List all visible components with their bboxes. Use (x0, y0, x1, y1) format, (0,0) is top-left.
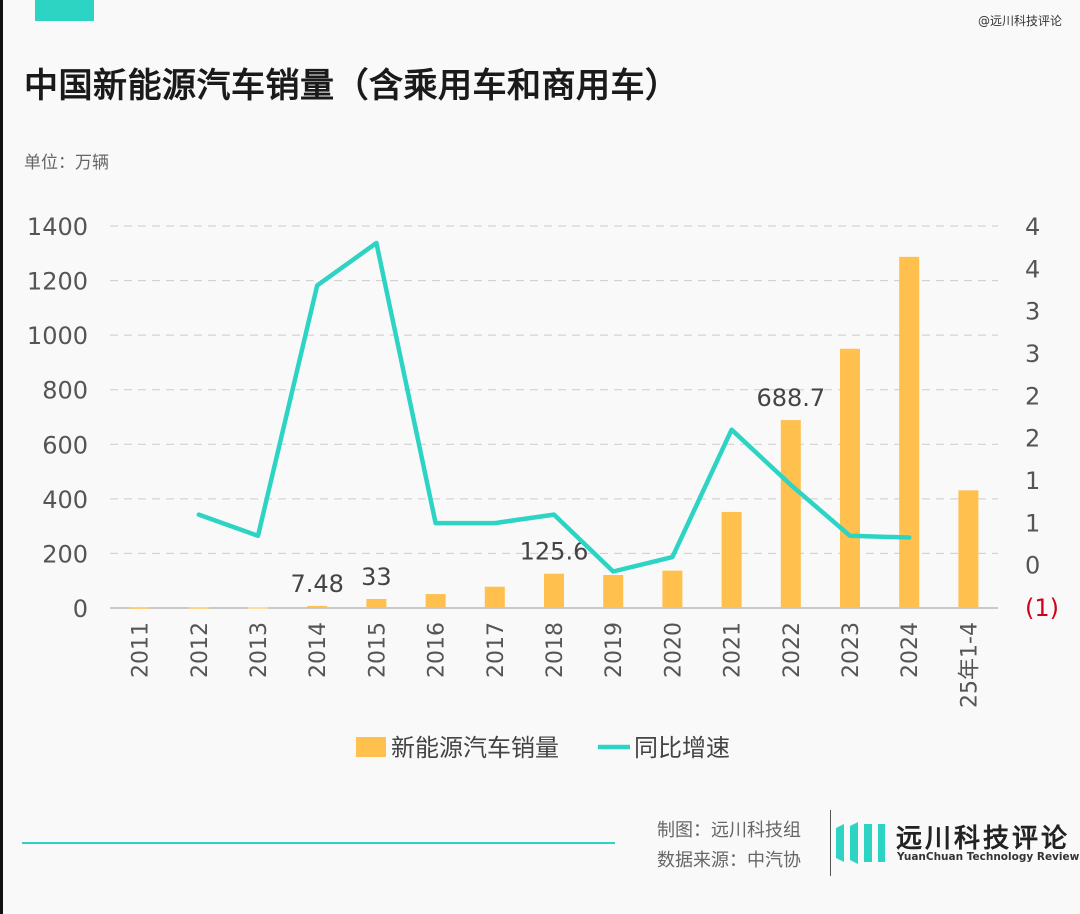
x-tick-label: 2019 (602, 622, 627, 678)
x-tick-label: 2012 (188, 622, 213, 678)
sales-bar (780, 420, 801, 608)
sales-bar (840, 348, 860, 608)
y-left-tick-label: 0 (73, 595, 88, 623)
x-tick-label: 2020 (661, 622, 686, 678)
x-tick-label: 2023 (839, 622, 864, 678)
sales-bar (603, 574, 624, 608)
x-tick-label: 25年1-4 (957, 622, 982, 708)
bar-data-label: 688.7 (756, 384, 825, 412)
y-right-tick-label: (1) (1025, 594, 1059, 622)
y-right-tick-label: 1 (1025, 467, 1040, 495)
footer-line (22, 842, 615, 844)
legend-line-label: 同比增速 (634, 734, 730, 762)
sales-bar (307, 605, 328, 608)
unit-label: 单位：万辆 (24, 153, 109, 173)
sales-bar (544, 573, 564, 608)
x-tick-label: 2021 (721, 622, 746, 678)
x-tick-label: 2015 (365, 622, 390, 678)
y-right-tick-label: 2 (1025, 425, 1040, 453)
y-left-tick-label: 200 (42, 540, 88, 568)
y-left-tick-label: 1000 (27, 322, 88, 350)
y-left-tick-label: 1400 (27, 213, 88, 241)
accent-block (35, 0, 94, 21)
x-tick-label: 2013 (247, 622, 272, 678)
bar-data-label: 7.48 (290, 570, 343, 598)
logo-subtext: YuanChuan Technology Review (897, 851, 1080, 863)
bar-data-label: 33 (361, 563, 392, 591)
x-tick-label: 2018 (543, 622, 568, 678)
sales-bar (248, 607, 268, 609)
sales-bar (721, 511, 742, 608)
sales-bar (366, 598, 387, 608)
sales-bar (662, 570, 683, 608)
x-tick-label: 2022 (780, 622, 805, 678)
y-right-tick-label: 4 (1025, 213, 1040, 241)
y-left-tick-label: 800 (42, 377, 88, 405)
x-tick-label: 2016 (425, 622, 450, 678)
sales-bar (129, 607, 150, 609)
footer-divider (830, 810, 831, 876)
bar-data-label: 125.6 (520, 538, 589, 566)
sales-bar (425, 594, 446, 608)
y-right-tick-label: 3 (1025, 298, 1040, 326)
logo-mark-icon (836, 822, 885, 864)
growth-rate-line (196, 240, 912, 574)
edge-strip (0, 0, 3, 914)
watermark: @远川科技评论 (977, 14, 1062, 28)
legend-bar-label: 新能源汽车销量 (391, 734, 559, 762)
sales-bar (188, 607, 209, 609)
x-tick-label: 2017 (484, 622, 509, 678)
sales-bar (484, 586, 505, 608)
sales-bar (958, 490, 979, 608)
y-left-tick-label: 400 (42, 486, 88, 514)
y-left-tick-label: 1200 (27, 268, 88, 296)
logo-text: 远川科技评论 (896, 824, 1071, 854)
y-right-tick-label: 3 (1025, 340, 1040, 368)
y-right-tick-label: 1 (1025, 509, 1040, 537)
chart-title: 中国新能源汽车销量（含乘用车和商用车） (24, 66, 680, 106)
x-tick-label: 2014 (306, 622, 331, 678)
y-right-tick-label: 4 (1025, 255, 1040, 283)
x-tick-label: 2011 (129, 622, 154, 678)
y-right-tick-label: 0 (1025, 552, 1040, 580)
y-right-tick-label: 2 (1025, 382, 1040, 410)
credit-maker: 制图：远川科技组 (657, 820, 801, 841)
y-left-tick-label: 600 (42, 431, 88, 459)
x-tick-label: 2024 (898, 622, 923, 678)
legend-bar-swatch (356, 737, 386, 757)
credit-source: 数据来源：中汽协 (657, 850, 801, 871)
sales-bar (899, 256, 920, 608)
